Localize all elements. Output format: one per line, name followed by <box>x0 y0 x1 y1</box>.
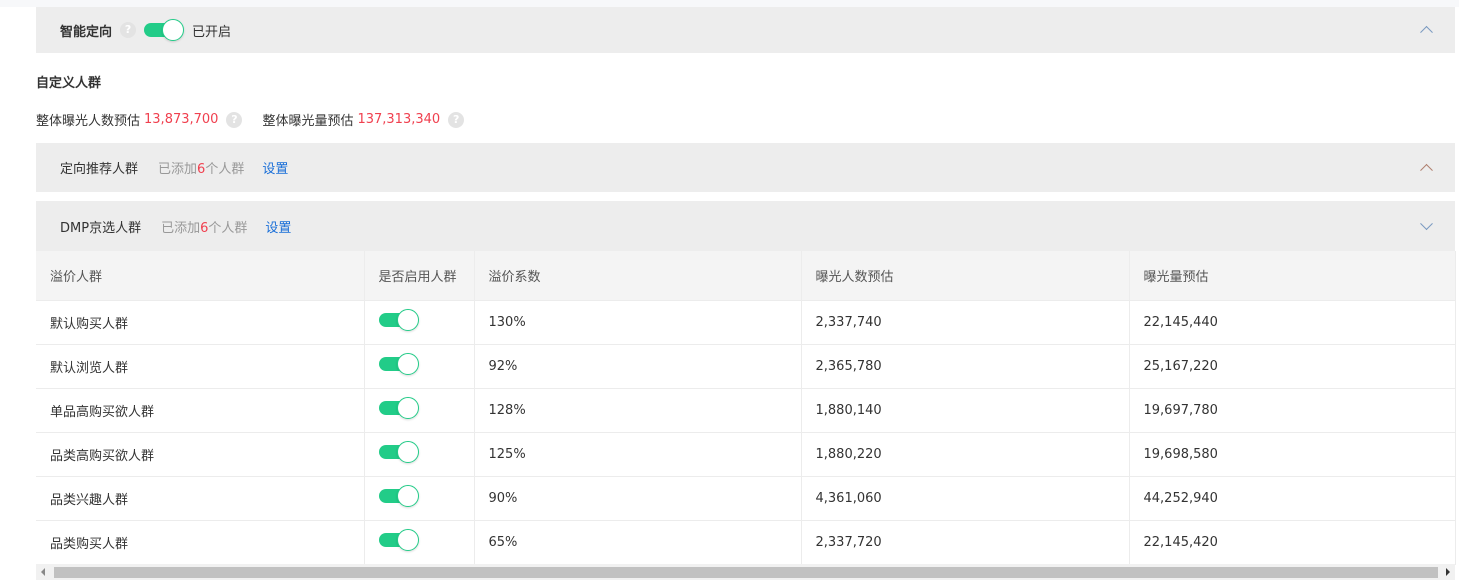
enabled-cell <box>364 476 475 521</box>
table-row: 品类兴趣人群 90% 4,361,060 44,252,940 <box>36 476 1456 521</box>
premium-value: 125% <box>474 432 802 477</box>
audience-enabled-toggle[interactable] <box>378 309 419 331</box>
chevron-down-icon[interactable] <box>1420 217 1433 231</box>
table-row: 默认购买人群 130% 2,337,740 22,145,440 <box>36 300 1456 345</box>
audience-name: 默认浏览人群 <box>36 344 365 389</box>
premium-value: 130% <box>474 300 802 345</box>
dmp-title: DMP京选人群 <box>60 220 142 236</box>
smart-targeting-panel: 智能定向 ? 已开启 <box>36 7 1455 53</box>
top-strip <box>0 0 1459 7</box>
recommended-title: 定向推荐人群 <box>60 162 139 177</box>
enabled-cell <box>364 388 475 433</box>
col-header-enabled: 是否启用人群 <box>364 251 475 301</box>
smart-targeting-status: 已开启 <box>192 24 232 40</box>
enabled-cell <box>364 300 475 345</box>
enabled-cell <box>364 520 475 565</box>
smart-targeting-label: 智能定向 <box>60 24 113 40</box>
impr-value: 44,252,940 <box>1129 476 1456 521</box>
table-row: 单品高购买欲人群 128% 1,880,140 19,697,780 <box>36 388 1456 433</box>
dmp-added: 已添加6个人群 <box>161 220 248 236</box>
audience-name: 品类兴趣人群 <box>36 476 365 521</box>
reach-label: 整体曝光人数预估 <box>36 114 141 129</box>
col-header-premium: 溢价系数 <box>474 251 802 301</box>
impr-value: 19,698,580 <box>1129 432 1456 477</box>
chevron-up-icon[interactable] <box>1420 163 1433 177</box>
audience-enabled-toggle[interactable] <box>378 529 419 551</box>
question-circle-icon[interactable]: ? <box>226 111 243 128</box>
impr-value: 137,313,340 <box>357 112 441 127</box>
enabled-cell <box>364 432 475 477</box>
audience-name: 品类高购买欲人群 <box>36 432 365 477</box>
audience-table: 溢价人群 是否启用人群 溢价系数 曝光人数预估 曝光量预估 默认购买人群 130… <box>36 251 1456 565</box>
audience-enabled-toggle[interactable] <box>378 353 419 375</box>
premium-value: 65% <box>474 520 802 565</box>
col-header-impr: 曝光量预估 <box>1129 251 1456 301</box>
table-header-row: 溢价人群 是否启用人群 溢价系数 曝光人数预估 曝光量预估 <box>36 251 1456 301</box>
reach-value: 4,361,060 <box>801 476 1130 521</box>
custom-audience-title: 自定义人群 <box>36 76 102 91</box>
table-row: 品类购买人群 65% 2,337,720 22,145,420 <box>36 520 1456 565</box>
col-header-audience: 溢价人群 <box>36 251 365 301</box>
horizontal-scrollbar[interactable] <box>36 564 1455 580</box>
recommended-audience-panel[interactable]: 定向推荐人群 已添加6个人群 设置 <box>36 143 1455 192</box>
premium-value: 90% <box>474 476 802 521</box>
scrollbar-thumb[interactable] <box>54 567 1438 578</box>
audience-enabled-toggle[interactable] <box>378 397 419 419</box>
enabled-cell <box>364 344 475 389</box>
chevron-up-icon[interactable] <box>1420 25 1433 39</box>
question-circle-icon[interactable]: ? <box>448 111 465 128</box>
reach-value: 2,337,720 <box>801 520 1130 565</box>
recommended-added: 已添加6个人群 <box>158 162 245 177</box>
impr-value: 22,145,420 <box>1129 520 1456 565</box>
audience-enabled-toggle[interactable] <box>378 485 419 507</box>
reach-value: 2,337,740 <box>801 300 1130 345</box>
table-row: 默认浏览人群 92% 2,365,780 25,167,220 <box>36 344 1456 389</box>
smart-targeting-toggle[interactable] <box>144 19 185 41</box>
col-header-reach: 曝光人数预估 <box>801 251 1130 301</box>
dmp-settings-link[interactable]: 设置 <box>265 220 292 236</box>
audience-enabled-toggle[interactable] <box>378 441 419 463</box>
premium-value: 92% <box>474 344 802 389</box>
impr-value: 22,145,440 <box>1129 300 1456 345</box>
impr-label: 整体曝光量预估 <box>262 114 354 129</box>
reach-value: 13,873,700 <box>144 112 219 127</box>
scroll-right-icon[interactable] <box>1446 568 1450 576</box>
question-circle-icon[interactable]: ? <box>120 22 137 38</box>
audience-name: 默认购买人群 <box>36 300 365 345</box>
reach-value: 2,365,780 <box>801 344 1130 389</box>
reach-value: 1,880,220 <box>801 432 1130 477</box>
recommended-settings-link[interactable]: 设置 <box>262 162 289 177</box>
table-row: 品类高购买欲人群 125% 1,880,220 19,698,580 <box>36 432 1456 477</box>
stats-row: 整体曝光人数预估 13,873,700 ? 整体曝光量预估 137,313,34… <box>36 110 465 129</box>
premium-value: 128% <box>474 388 802 433</box>
audience-name: 单品高购买欲人群 <box>36 388 365 433</box>
reach-value: 1,880,140 <box>801 388 1130 433</box>
impr-value: 19,697,780 <box>1129 388 1456 433</box>
impr-value: 25,167,220 <box>1129 344 1456 389</box>
dmp-audience-panel[interactable]: DMP京选人群 已添加6个人群 设置 <box>36 201 1455 251</box>
scroll-left-icon[interactable] <box>41 568 45 576</box>
audience-name: 品类购买人群 <box>36 520 365 565</box>
